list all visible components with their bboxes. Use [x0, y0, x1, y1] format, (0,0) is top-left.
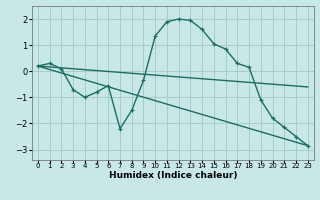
X-axis label: Humidex (Indice chaleur): Humidex (Indice chaleur) — [108, 171, 237, 180]
